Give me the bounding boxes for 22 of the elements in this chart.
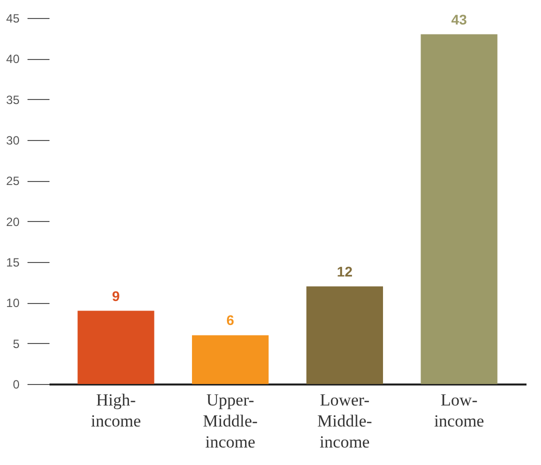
y-tick-label: 10 bbox=[6, 296, 20, 310]
y-tick-label: 0 bbox=[12, 378, 20, 392]
x-tick-label: Upper-Middle-income bbox=[202, 390, 258, 452]
y-tick-label: 20 bbox=[6, 214, 20, 229]
y-tick-label: 5 bbox=[12, 336, 20, 351]
y-tick-label: 40 bbox=[6, 52, 20, 66]
x-tick-label: Lower-Middle-income bbox=[317, 390, 372, 452]
y-tick-label: 35 bbox=[6, 92, 20, 107]
bar bbox=[420, 34, 498, 384]
y-tick-label: 25 bbox=[6, 174, 20, 188]
y-tick-label: 45 bbox=[6, 12, 20, 26]
bar bbox=[192, 335, 269, 384]
data-label: 9 bbox=[112, 288, 120, 304]
bar bbox=[78, 310, 154, 384]
y-tick-label: 15 bbox=[6, 256, 20, 270]
data-label: 6 bbox=[226, 312, 234, 328]
data-label: 12 bbox=[336, 263, 353, 280]
bar bbox=[306, 286, 384, 384]
x-tick-label: High-income bbox=[90, 390, 141, 430]
y-tick-label: 30 bbox=[6, 134, 20, 148]
data-label: 43 bbox=[451, 11, 468, 28]
x-tick-label: Low-income bbox=[434, 390, 484, 430]
